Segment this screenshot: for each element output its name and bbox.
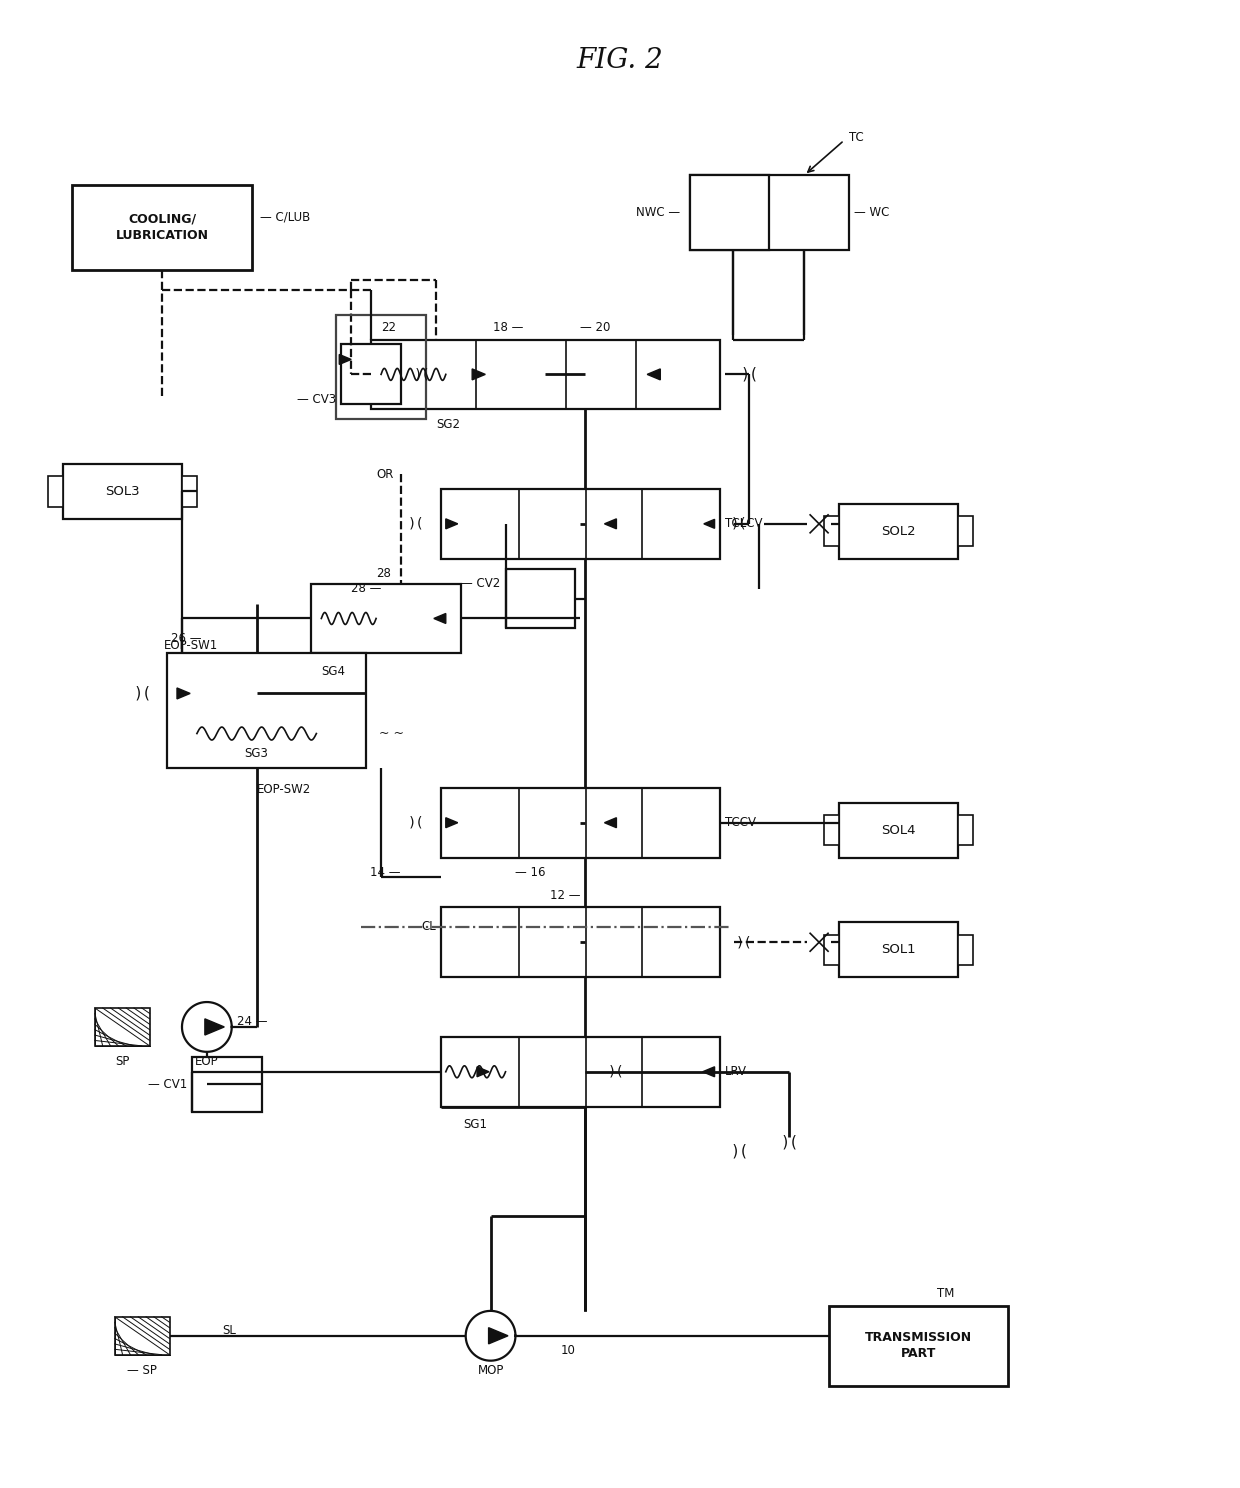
Text: — SP: — SP <box>128 1364 157 1378</box>
Text: SL: SL <box>222 1324 236 1338</box>
Text: SG2: SG2 <box>435 418 460 430</box>
Bar <box>440 908 719 978</box>
Bar <box>167 653 366 768</box>
Bar <box>440 490 719 558</box>
Polygon shape <box>177 687 190 699</box>
Polygon shape <box>205 1019 224 1036</box>
Text: )(: )( <box>780 1134 799 1149</box>
Polygon shape <box>647 369 661 379</box>
Bar <box>371 339 719 409</box>
Polygon shape <box>489 1327 508 1344</box>
Polygon shape <box>340 354 351 365</box>
Bar <box>47 476 62 506</box>
Bar <box>830 1306 1008 1385</box>
Text: 22: 22 <box>381 321 396 335</box>
Text: SOL2: SOL2 <box>882 525 916 537</box>
Text: TM: TM <box>936 1287 954 1301</box>
Bar <box>506 568 575 628</box>
Bar <box>440 1037 719 1107</box>
Text: SOL4: SOL4 <box>882 824 916 836</box>
Text: 28: 28 <box>376 567 391 580</box>
Text: SP: SP <box>115 1055 129 1068</box>
Text: SG1: SG1 <box>464 1117 487 1131</box>
Bar <box>825 516 839 546</box>
Text: CL: CL <box>422 921 435 933</box>
Text: )(: )( <box>408 516 424 531</box>
Text: 10: 10 <box>560 1344 575 1357</box>
Text: )(: )( <box>133 686 151 701</box>
Text: — CV3: — CV3 <box>298 393 336 406</box>
Text: OR: OR <box>376 467 393 481</box>
Polygon shape <box>446 519 458 528</box>
Text: — CV1: — CV1 <box>148 1077 187 1091</box>
Text: — C/LUB: — C/LUB <box>259 211 310 225</box>
Bar <box>825 815 839 845</box>
Bar <box>62 464 182 519</box>
Polygon shape <box>703 1067 714 1077</box>
Text: )(: )( <box>730 1144 749 1159</box>
Text: )(: )( <box>732 516 748 531</box>
Bar <box>839 804 959 857</box>
Bar <box>336 314 425 420</box>
Text: )(: )( <box>740 368 759 382</box>
Text: 26 —: 26 — <box>171 632 202 644</box>
Text: MOP: MOP <box>477 1364 503 1378</box>
Text: EOP-SW1: EOP-SW1 <box>164 638 218 652</box>
Text: SG4: SG4 <box>321 665 346 677</box>
Text: — CV2: — CV2 <box>461 577 501 591</box>
Text: NWC —: NWC — <box>636 205 680 219</box>
Text: ~ ~: ~ ~ <box>474 612 498 625</box>
Text: EOP-SW2: EOP-SW2 <box>257 783 311 796</box>
Bar <box>440 787 719 857</box>
Bar <box>839 923 959 978</box>
Text: )(: )( <box>608 1065 625 1079</box>
Bar <box>192 1056 262 1112</box>
Bar <box>182 476 197 506</box>
Bar <box>959 815 973 845</box>
Text: TRANSMISSION
PART: TRANSMISSION PART <box>866 1332 972 1360</box>
Text: ~ ~: ~ ~ <box>474 612 498 625</box>
Bar <box>115 1317 170 1354</box>
Bar <box>341 345 401 405</box>
Polygon shape <box>472 369 485 379</box>
Text: COOLING/
LUBRICATION: COOLING/ LUBRICATION <box>115 213 208 243</box>
Polygon shape <box>446 818 458 827</box>
Bar <box>689 176 849 250</box>
Bar <box>689 176 769 250</box>
Polygon shape <box>477 1067 489 1077</box>
Text: ~ ~: ~ ~ <box>378 728 403 740</box>
Bar <box>825 934 839 964</box>
Bar <box>72 185 252 269</box>
Text: SG3: SG3 <box>244 747 269 760</box>
Text: 24 —: 24 — <box>237 1015 268 1028</box>
Text: 18 —: 18 — <box>494 321 523 335</box>
Bar <box>95 1007 150 1046</box>
Text: )(: )( <box>737 936 753 949</box>
Bar <box>959 934 973 964</box>
Text: EOP: EOP <box>195 1055 218 1068</box>
Text: SOL1: SOL1 <box>882 943 916 957</box>
Bar <box>839 504 959 558</box>
Text: 28 —: 28 — <box>351 582 381 595</box>
Text: 12 —: 12 — <box>549 888 580 902</box>
Text: LRV: LRV <box>724 1065 746 1079</box>
Text: )(: )( <box>413 368 430 381</box>
Polygon shape <box>604 519 616 528</box>
Text: 14 —: 14 — <box>371 866 401 879</box>
Text: )(: )( <box>408 815 424 830</box>
Bar <box>959 516 973 546</box>
Text: TCCV: TCCV <box>724 817 755 829</box>
Text: — 20: — 20 <box>580 321 610 335</box>
Text: TCLCV: TCLCV <box>724 518 763 530</box>
Text: TC: TC <box>849 131 864 144</box>
Polygon shape <box>604 818 616 827</box>
Text: FIG. 2: FIG. 2 <box>577 48 663 74</box>
Polygon shape <box>434 613 446 623</box>
Text: — 16: — 16 <box>516 866 546 879</box>
Text: — WC: — WC <box>854 205 889 219</box>
Bar <box>311 583 461 653</box>
Polygon shape <box>704 519 714 528</box>
Text: SOL3: SOL3 <box>105 485 140 498</box>
